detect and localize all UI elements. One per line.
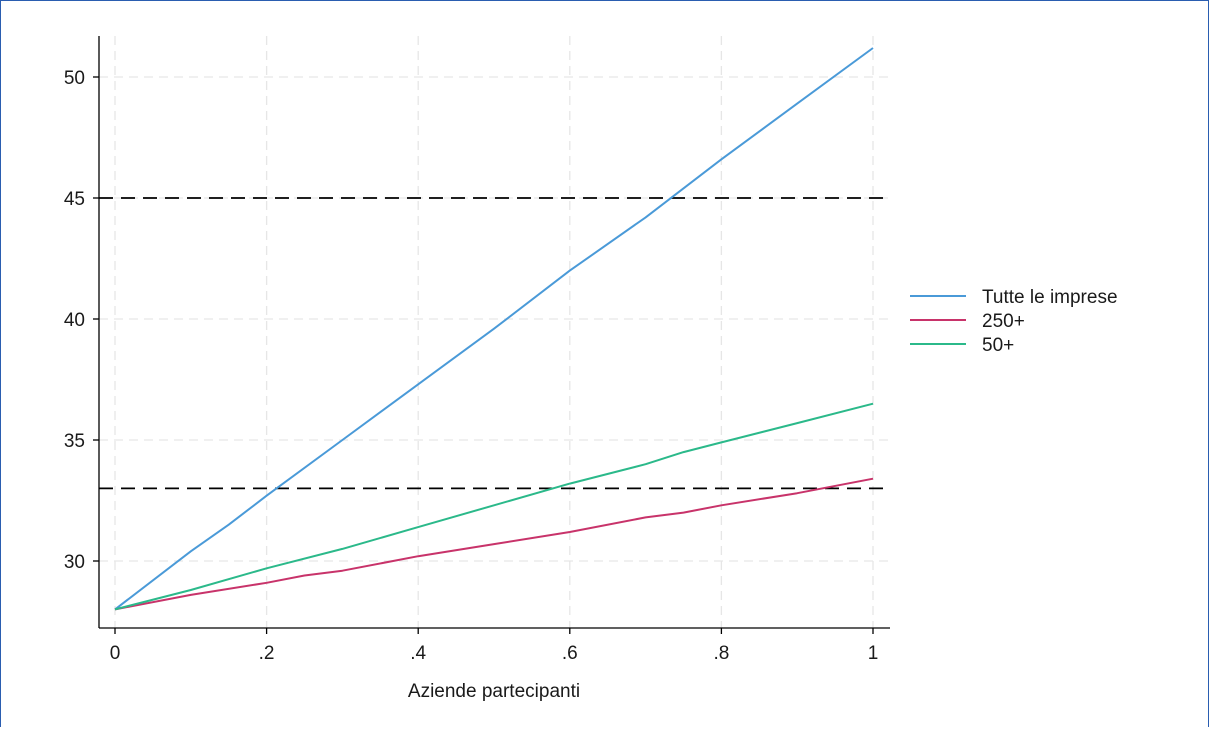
x-tick-label-2: .4: [410, 643, 426, 664]
x-axis-title: Aziende partecipanti: [408, 681, 580, 702]
x-tick-label-3: .6: [562, 643, 578, 664]
y-tick-label-50: 50: [64, 68, 85, 89]
legend-label-0: Tutte le imprese: [982, 287, 1118, 308]
x-tick-label-1: .2: [259, 643, 275, 664]
x-ticks: 0 .2 .4 .6 .8 1: [110, 628, 879, 664]
series-line-1: [114, 477, 874, 611]
y-tick-label-35: 35: [64, 431, 85, 452]
series-line-0: [114, 47, 874, 611]
legend-label-1: 250+: [982, 311, 1025, 332]
legend-label-2: 50+: [982, 335, 1014, 356]
x-tick-label-4: .8: [713, 643, 729, 664]
y-tick-label-30: 30: [64, 552, 85, 573]
reference-lines: [99, 197, 890, 490]
gridlines: [99, 36, 890, 628]
legend: Tutte le imprese 250+ 50+: [910, 287, 1118, 356]
series-line-2: [114, 402, 874, 611]
axes: [98, 36, 890, 629]
y-tick-label-45: 45: [64, 189, 85, 210]
x-tick-label-0: 0: [110, 643, 121, 664]
x-tick-label-5: 1: [868, 643, 879, 664]
y-tick-label-40: 40: [64, 310, 85, 331]
y-ticks: 30 35 40 45 50: [64, 68, 99, 573]
series-lines: [114, 47, 874, 611]
